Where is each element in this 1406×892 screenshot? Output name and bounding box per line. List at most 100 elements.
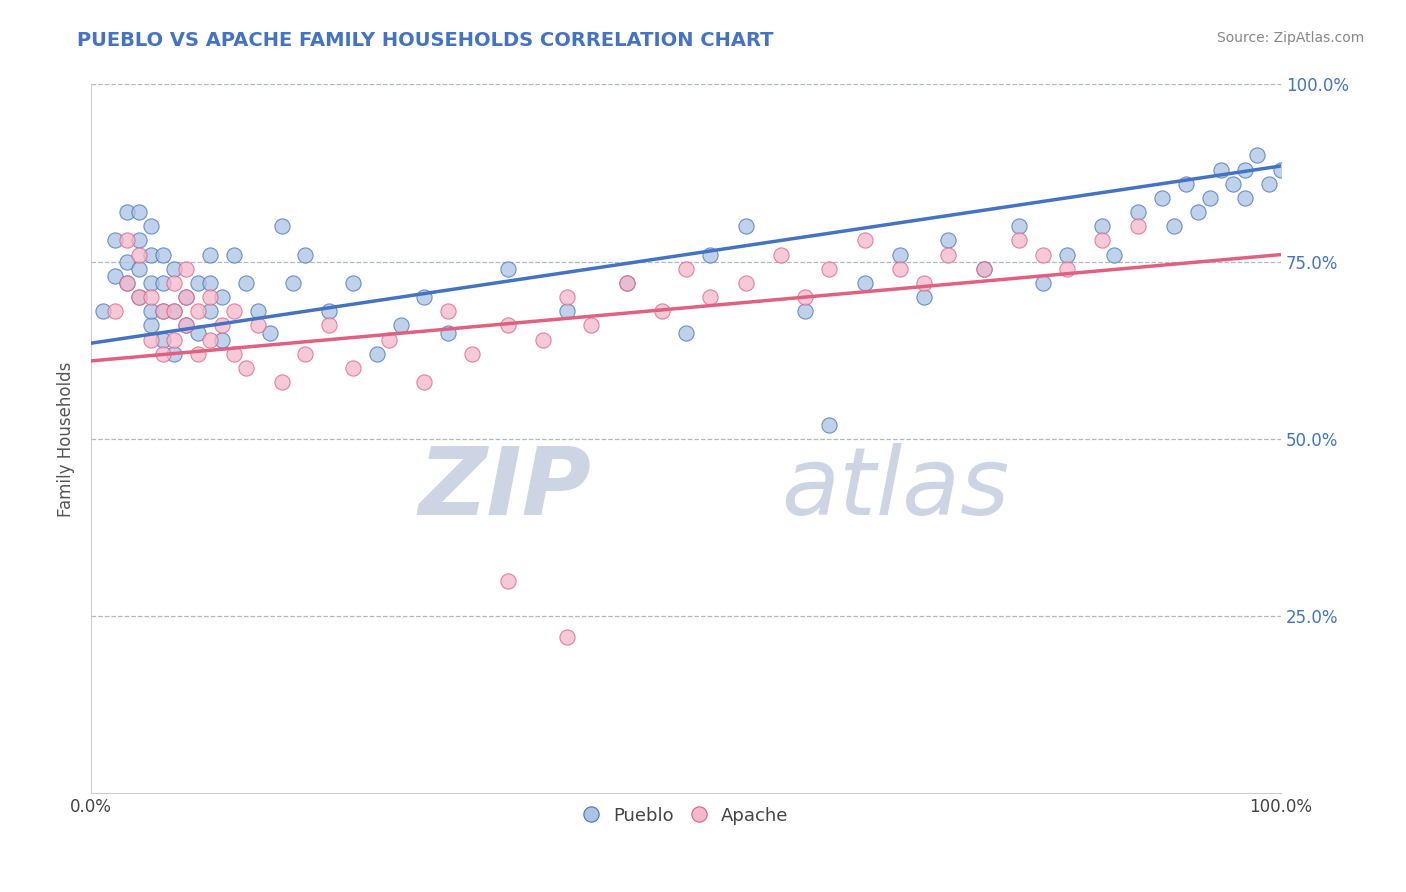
Point: [176, 318, 198, 333]
Point: [152, 304, 174, 318]
Point: [437, 326, 460, 340]
Point: [211, 333, 233, 347]
Point: [1128, 205, 1150, 219]
Point: [222, 347, 245, 361]
Point: [222, 247, 245, 261]
Point: [817, 261, 839, 276]
Point: [163, 304, 186, 318]
Point: [1032, 276, 1054, 290]
Point: [198, 333, 221, 347]
Point: [1091, 234, 1114, 248]
Point: [1008, 219, 1031, 234]
Point: [1187, 205, 1209, 219]
Point: [1174, 177, 1197, 191]
Point: [128, 290, 150, 304]
Point: [496, 318, 519, 333]
Point: [1198, 191, 1220, 205]
Point: [1150, 191, 1173, 205]
Point: [139, 276, 162, 290]
Point: [1104, 247, 1126, 261]
Point: [853, 276, 876, 290]
Point: [198, 304, 221, 318]
Point: [1163, 219, 1185, 234]
Point: [794, 290, 817, 304]
Point: [1270, 162, 1292, 177]
Point: [318, 318, 340, 333]
Point: [1091, 219, 1114, 234]
Point: [152, 276, 174, 290]
Point: [496, 261, 519, 276]
Point: [163, 347, 186, 361]
Point: [115, 276, 138, 290]
Point: [675, 261, 697, 276]
Point: [1211, 162, 1233, 177]
Point: [259, 326, 281, 340]
Point: [912, 290, 935, 304]
Point: [139, 318, 162, 333]
Point: [163, 276, 186, 290]
Legend: Pueblo, Apache: Pueblo, Apache: [575, 797, 797, 834]
Point: [198, 290, 221, 304]
Point: [1246, 148, 1268, 162]
Point: [294, 247, 316, 261]
Text: atlas: atlas: [782, 443, 1010, 534]
Point: [139, 247, 162, 261]
Point: [187, 304, 209, 318]
Point: [389, 318, 412, 333]
Text: ZIP: ZIP: [418, 442, 591, 534]
Point: [1032, 247, 1054, 261]
Point: [128, 234, 150, 248]
Point: [1128, 219, 1150, 234]
Point: [104, 234, 127, 248]
Point: [1056, 261, 1078, 276]
Point: [1234, 162, 1257, 177]
Point: [270, 375, 292, 389]
Point: [176, 318, 198, 333]
Point: [115, 254, 138, 268]
Point: [651, 304, 673, 318]
Point: [1008, 234, 1031, 248]
Point: [128, 261, 150, 276]
Point: [699, 247, 721, 261]
Point: [128, 247, 150, 261]
Point: [973, 261, 995, 276]
Point: [853, 234, 876, 248]
Point: [318, 304, 340, 318]
Point: [579, 318, 602, 333]
Point: [211, 290, 233, 304]
Point: [115, 205, 138, 219]
Point: [437, 304, 460, 318]
Point: [163, 304, 186, 318]
Point: [377, 333, 399, 347]
Point: [270, 219, 292, 234]
Point: [152, 333, 174, 347]
Point: [555, 631, 578, 645]
Point: [496, 574, 519, 588]
Point: [176, 261, 198, 276]
Point: [187, 326, 209, 340]
Point: [139, 304, 162, 318]
Point: [128, 290, 150, 304]
Point: [104, 268, 127, 283]
Point: [187, 347, 209, 361]
Point: [152, 247, 174, 261]
Point: [163, 333, 186, 347]
Point: [115, 234, 138, 248]
Text: PUEBLO VS APACHE FAMILY HOUSEHOLDS CORRELATION CHART: PUEBLO VS APACHE FAMILY HOUSEHOLDS CORRE…: [77, 31, 773, 50]
Point: [555, 304, 578, 318]
Point: [283, 276, 305, 290]
Point: [699, 290, 721, 304]
Point: [936, 234, 959, 248]
Point: [1234, 191, 1257, 205]
Point: [91, 304, 114, 318]
Point: [104, 304, 127, 318]
Point: [139, 333, 162, 347]
Point: [1222, 177, 1244, 191]
Point: [531, 333, 554, 347]
Point: [1258, 177, 1281, 191]
Point: [616, 276, 638, 290]
Point: [198, 276, 221, 290]
Point: [734, 276, 756, 290]
Point: [734, 219, 756, 234]
Point: [235, 361, 257, 376]
